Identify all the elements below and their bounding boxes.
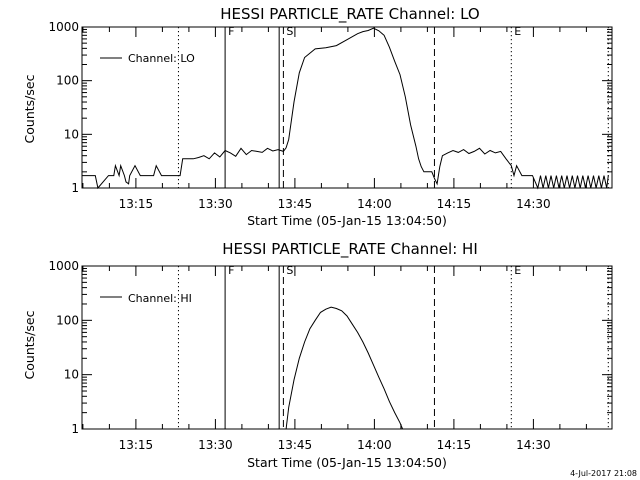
plot-frame [81,26,613,189]
x-tick-label: 13:45 [278,197,313,211]
series-line [285,306,404,430]
x-tick-label: 14:15 [437,438,472,452]
chart-title: HESSI PARTICLE_RATE Channel: HI [222,240,478,259]
y-tick-label: 10 [64,127,79,141]
y-tick-label: 10 [64,368,79,382]
x-tick-label: 14:30 [516,197,551,211]
y-axis-title: Counts/sec [22,74,37,143]
y-axis-title: Counts/sec [22,310,37,379]
x-tick-label: 14:30 [516,438,551,452]
event-flag-label: E [514,264,521,277]
event-flag-label: F [228,264,234,277]
event-flag-label: S [286,264,293,277]
y-tick-label: 1 [71,422,79,436]
hi-channel-chart: HESSI PARTICLE_RATE Channel: HI Start Ti… [22,240,613,470]
x-tick-label: 13:45 [278,438,313,452]
x-tick-label: 13:15 [119,438,154,452]
event-flag-label: F [228,25,234,38]
x-axis-title: Start Time (05-Jan-15 13:04:50) [247,213,447,228]
x-tick-label: 14:00 [357,438,392,452]
y-tick-label: 1000 [48,259,79,273]
lo-channel-chart: HESSI PARTICLE_RATE Channel: LO Start Ti… [22,5,613,228]
series-line [82,27,609,190]
x-tick-label: 13:30 [198,197,233,211]
x-tick-label: 13:15 [119,197,154,211]
event-flag-label: S [286,25,293,38]
event-flag-label: E [514,25,521,38]
footer-timestamp: 4-Jul-2017 21:08 [570,469,637,478]
x-tick-label: 13:30 [198,438,233,452]
legend-label: Channel: LO [128,52,195,65]
y-tick-label: 1 [71,181,79,195]
x-axis-title: Start Time (05-Jan-15 13:04:50) [247,455,447,470]
x-tick-label: 14:00 [357,197,392,211]
plot-frame [81,265,613,430]
y-tick-label: 100 [56,313,79,327]
x-tick-label: 14:15 [437,197,472,211]
y-tick-label: 1000 [48,20,79,34]
chart-title: HESSI PARTICLE_RATE Channel: LO [220,5,479,24]
legend-label: Channel: HI [128,292,192,305]
y-tick-label: 100 [56,74,79,88]
